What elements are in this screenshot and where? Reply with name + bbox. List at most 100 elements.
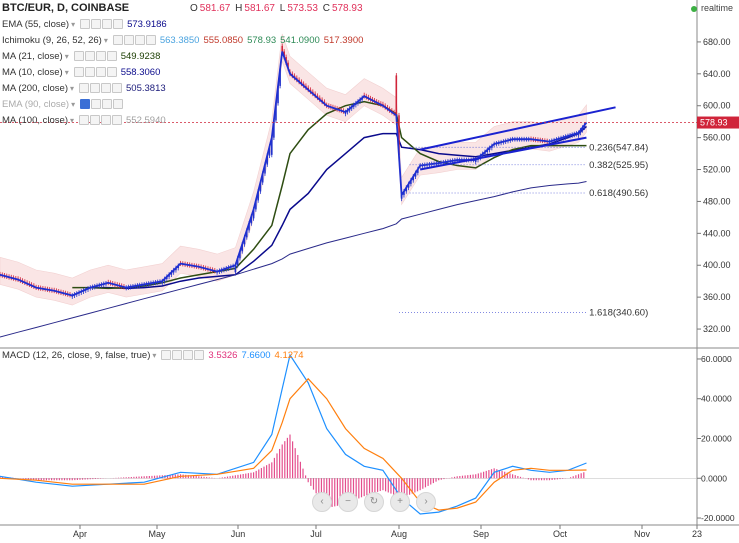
visibility-icon[interactable] — [80, 99, 91, 110]
indicator-legend-row[interactable]: Ichimoku (9, 26, 52, 26) ▾ 563.3850 555.085… — [2, 34, 363, 48]
settings-icon[interactable] — [91, 19, 102, 30]
x-tick-label: Nov — [634, 529, 651, 539]
visibility-icon[interactable] — [79, 115, 90, 126]
indicator-value: 552.5940 — [126, 115, 166, 126]
indicator-legend-row[interactable]: EMA (90, close) ▾ — [2, 98, 124, 112]
indicator-label: MA (200, close) — [2, 83, 68, 94]
close-icon[interactable] — [112, 115, 123, 126]
close-icon[interactable] — [145, 35, 156, 46]
scroll-right-icon[interactable]: › — [416, 492, 436, 512]
format-icon[interactable] — [134, 35, 145, 46]
candle-body — [239, 251, 241, 259]
close-icon[interactable] — [112, 83, 123, 94]
visibility-icon[interactable] — [112, 35, 123, 46]
format-icon[interactable] — [102, 19, 113, 30]
indicator-label: EMA (55, close) — [2, 19, 70, 30]
candle-body — [161, 281, 164, 284]
macd-y-tick-label: 0.0000 — [701, 473, 727, 483]
candle-body — [410, 180, 412, 184]
y-tick-label: 440.00 — [703, 228, 731, 238]
macd-y-tick-label: -20.0000 — [701, 513, 735, 523]
zoom-in-icon[interactable]: + — [390, 492, 410, 512]
close-icon[interactable] — [106, 67, 117, 78]
candle-body — [252, 209, 255, 219]
ichimoku-cloud — [0, 33, 587, 306]
dropdown-arrow-icon[interactable]: ▾ — [71, 100, 76, 109]
ohlc-readout: O 581.67 H 581.67 L 573.53 C 578.93 — [190, 3, 365, 14]
ohlc-h: 581.67 — [244, 3, 275, 14]
settings-icon[interactable] — [91, 99, 102, 110]
indicator-legend-row[interactable]: MA (10, close) ▾ 558.3060 — [2, 66, 160, 80]
ohlc-c: 578.93 — [331, 3, 363, 14]
indicator-legend-row[interactable]: EMA (55, close) ▾ 573.9186 — [2, 18, 167, 32]
candle-body — [285, 57, 287, 63]
settings-icon[interactable] — [123, 35, 134, 46]
dropdown-arrow-icon[interactable]: ▾ — [71, 20, 76, 29]
realtime-dot-icon — [690, 5, 697, 12]
visibility-icon[interactable] — [73, 51, 84, 62]
indicator-legend-row[interactable]: MA (21, close) ▾ 549.9238 — [2, 50, 160, 64]
indicator-value: 517.3900 — [323, 35, 364, 46]
settings-icon[interactable] — [90, 83, 101, 94]
candle-body — [250, 216, 253, 224]
macd-line — [0, 353, 587, 515]
indicator-legend-row[interactable]: MA (200, close) ▾ 505.3813 — [2, 82, 166, 96]
visibility-icon[interactable] — [79, 83, 90, 94]
format-icon[interactable] — [102, 99, 113, 110]
format-icon[interactable] — [101, 115, 112, 126]
x-tick-label: Aug — [391, 529, 407, 539]
format-icon[interactable] — [101, 83, 112, 94]
indicator-value: 558.3060 — [120, 67, 161, 78]
dropdown-arrow-icon[interactable]: ▾ — [70, 116, 75, 125]
x-tick-label: Jun — [231, 529, 246, 539]
indicator-legend-row[interactable]: MA (100, close) ▾ 552.5940 — [2, 114, 166, 128]
symbol-title[interactable]: BTC/EUR, D, COINBASE — [2, 2, 130, 14]
indicator-label: MA (10, close) — [2, 67, 63, 78]
indicator-label: Ichimoku (9, 26, 52, 26) — [2, 35, 102, 46]
x-tick-label: Apr — [73, 529, 87, 539]
visibility-icon[interactable] — [161, 350, 172, 361]
settings-icon[interactable] — [84, 67, 95, 78]
close-icon[interactable] — [113, 19, 124, 30]
macd-value: 7.6600 — [241, 350, 271, 361]
dropdown-arrow-icon[interactable]: ▾ — [70, 84, 75, 93]
y-tick-label: 680.00 — [703, 37, 731, 47]
scroll-left-icon[interactable]: ‹ — [312, 492, 332, 512]
settings-icon[interactable] — [84, 51, 95, 62]
x-tick-label: May — [148, 529, 166, 539]
macd-y-tick-label: 40.0000 — [701, 394, 732, 404]
y-tick-label: 600.00 — [703, 101, 731, 111]
format-icon[interactable] — [183, 350, 194, 361]
visibility-icon[interactable] — [80, 19, 91, 30]
reset-chart-icon[interactable]: ↻ — [364, 492, 384, 512]
macd-legend-row[interactable]: MACD (12, 26, close, 9, false, true) ▾ 3.5… — [2, 349, 304, 363]
candle-body — [241, 244, 244, 252]
dropdown-arrow-icon[interactable]: ▾ — [64, 52, 69, 61]
close-icon[interactable] — [106, 51, 117, 62]
y-tick-label: 520.00 — [703, 165, 731, 175]
format-icon[interactable] — [95, 67, 106, 78]
candle-body — [243, 237, 246, 245]
dropdown-arrow-icon[interactable]: ▾ — [103, 36, 108, 45]
candle-body — [273, 120, 275, 138]
settings-icon[interactable] — [90, 115, 101, 126]
macd-value: 3.5326 — [208, 350, 238, 361]
dropdown-arrow-icon[interactable]: ▾ — [64, 68, 69, 77]
candle-body — [414, 172, 417, 177]
candle-body — [279, 68, 281, 86]
last-price-label: 578.93 — [700, 118, 728, 128]
x-tick-label: Sep — [473, 529, 489, 539]
ohlc-c-label: C — [322, 3, 330, 14]
settings-icon[interactable] — [172, 350, 183, 361]
indicator-label: MA (21, close) — [2, 51, 63, 62]
format-icon[interactable] — [95, 51, 106, 62]
trendline — [419, 106, 616, 151]
zoom-out-icon[interactable]: − — [338, 492, 358, 512]
close-icon[interactable] — [194, 350, 205, 361]
dropdown-arrow-icon[interactable]: ▾ — [152, 351, 157, 360]
visibility-icon[interactable] — [73, 67, 84, 78]
candle-body — [271, 137, 273, 155]
close-icon[interactable] — [113, 99, 124, 110]
macd-y-tick-label: 60.0000 — [701, 354, 732, 364]
